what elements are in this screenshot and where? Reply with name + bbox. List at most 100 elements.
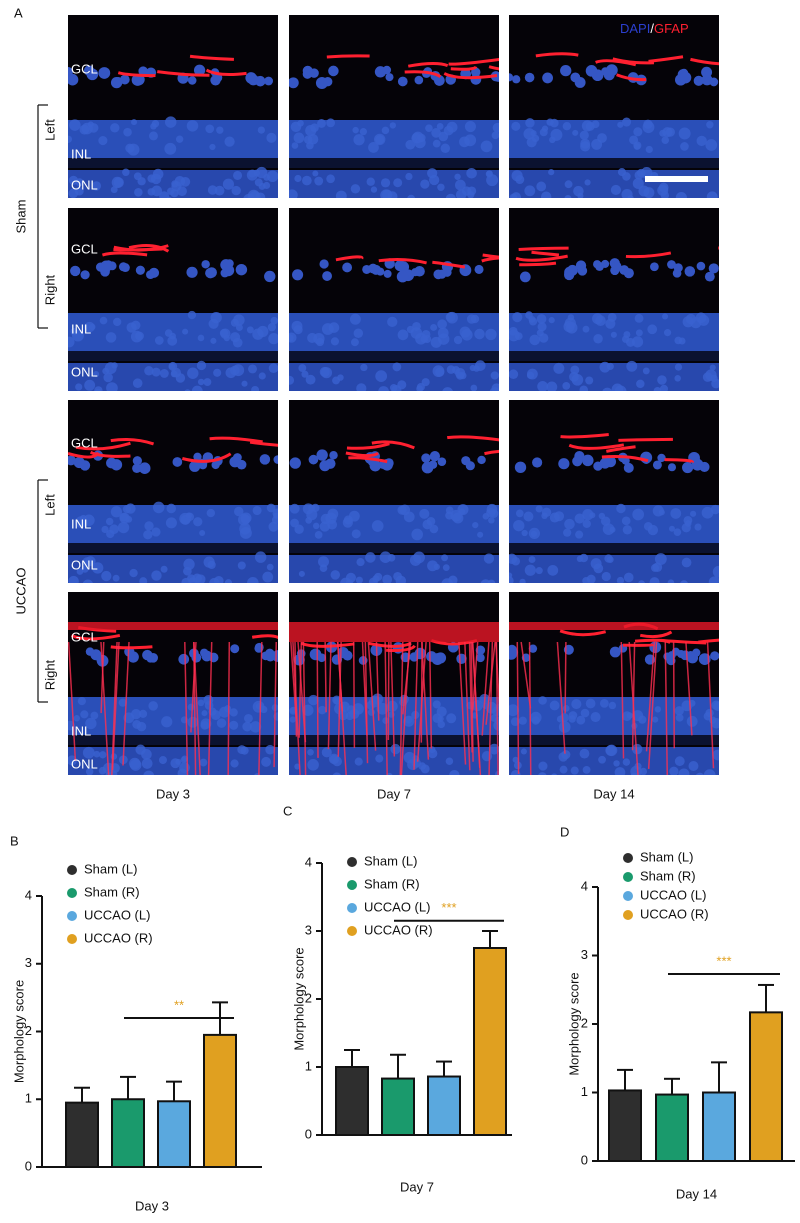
nucleus <box>586 574 596 583</box>
nucleus <box>441 554 449 562</box>
gcl-nucleus <box>148 267 160 278</box>
gcl-nucleus <box>369 460 381 472</box>
nucleus <box>632 508 645 521</box>
nucleus <box>261 756 272 767</box>
day-label: Day 7 <box>377 786 411 801</box>
nucleus <box>602 523 615 535</box>
nucleus <box>187 310 197 320</box>
nucleus <box>445 193 456 198</box>
nucleus <box>653 386 662 391</box>
gcl-nucleus <box>80 270 90 280</box>
opl-band <box>509 351 719 361</box>
nucleus <box>332 756 342 767</box>
nucleus <box>187 716 199 728</box>
gfap-signal <box>535 52 579 58</box>
nucleus <box>405 139 416 150</box>
nucleus <box>380 189 393 198</box>
nucleus <box>68 135 73 143</box>
nucleus <box>352 126 359 134</box>
gcl-nucleus <box>230 644 240 654</box>
nucleus <box>98 766 107 775</box>
nucleus <box>524 564 536 576</box>
nucleus <box>420 179 430 189</box>
side-label: Left <box>42 119 57 141</box>
nucleus <box>635 329 643 337</box>
gfap-signal <box>432 260 466 269</box>
gfap-process <box>416 641 427 762</box>
nucleus <box>538 772 547 775</box>
nucleus <box>416 133 426 143</box>
nucleus <box>165 116 177 128</box>
gcl-nucleus <box>292 269 304 281</box>
gcl-nucleus <box>73 457 85 469</box>
nucleus <box>611 383 624 391</box>
nucleus <box>562 121 572 131</box>
nucleus <box>461 186 472 196</box>
nucleus <box>326 118 336 128</box>
nucleus <box>480 579 491 583</box>
gcl-nucleus <box>599 457 611 469</box>
nucleus <box>219 706 230 718</box>
nucleus <box>541 507 552 518</box>
gcl-nucleus <box>138 66 148 76</box>
y-tick-label: 1 <box>25 1091 32 1106</box>
nucleus <box>270 316 278 325</box>
nucleus <box>397 505 407 515</box>
y-tick-label: 3 <box>25 955 32 970</box>
nucleus <box>305 125 317 137</box>
nucleus <box>216 718 227 728</box>
nucleus <box>685 313 697 325</box>
nucleus <box>559 713 569 723</box>
gfap-signal <box>448 57 499 66</box>
nucleus <box>242 721 253 732</box>
gfap-process <box>664 641 669 775</box>
nucleus <box>229 332 241 343</box>
nucleus <box>568 711 578 720</box>
nucleus <box>320 513 331 525</box>
nucleus <box>265 744 275 755</box>
gcl-nucleus <box>383 269 392 278</box>
nucleus <box>105 517 114 526</box>
nucleus <box>490 714 498 722</box>
bar <box>381 1077 415 1137</box>
nucleus <box>446 713 457 724</box>
nucleus <box>659 129 667 137</box>
gcl-nucleus <box>514 461 527 474</box>
bar <box>111 1098 145 1168</box>
nucleus <box>179 762 190 773</box>
nucleus <box>229 720 239 730</box>
gfap-signal <box>346 442 390 450</box>
nucleus <box>528 527 541 540</box>
nucleus <box>118 698 127 707</box>
nucleus <box>351 529 361 539</box>
gfap-process <box>528 641 532 775</box>
gcl-nucleus <box>621 456 630 465</box>
nucleus <box>564 195 572 198</box>
nucleus <box>571 699 582 710</box>
significance-label: ** <box>174 997 184 1012</box>
gcl-nucleus <box>673 263 683 273</box>
nucleus <box>251 385 260 391</box>
nucleus <box>634 313 644 323</box>
gcl-nucleus <box>289 457 301 469</box>
nucleus <box>224 579 233 583</box>
nucleus <box>207 560 216 570</box>
nucleus <box>137 177 146 186</box>
gcl-nucleus <box>142 649 153 661</box>
nucleus <box>529 334 541 346</box>
gcl-nucleus <box>582 454 594 467</box>
nucleus <box>379 551 392 564</box>
nucleus <box>582 325 590 333</box>
gcl-nucleus <box>189 460 201 472</box>
nucleus <box>132 719 142 729</box>
nucleus <box>442 387 453 391</box>
nucleus <box>110 506 123 518</box>
gcl-nucleus <box>233 453 242 462</box>
nucleus <box>712 565 719 578</box>
nucleus <box>247 577 259 583</box>
gcl-nucleus <box>684 266 696 277</box>
nucleus <box>381 126 390 135</box>
nucleus <box>686 715 698 727</box>
gcl-nucleus <box>701 66 713 78</box>
gcl-nucleus <box>68 455 76 466</box>
